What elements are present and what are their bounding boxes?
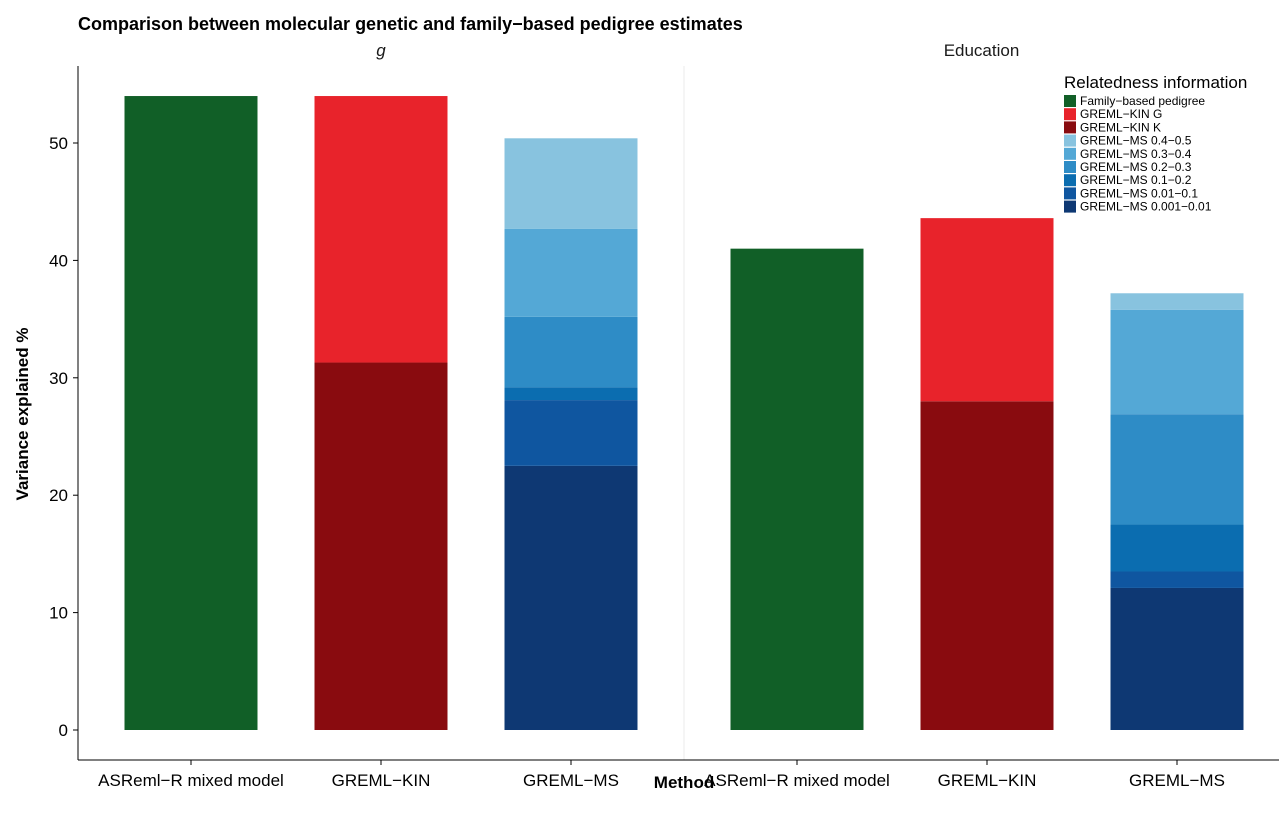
y-axis-label: Variance explained % (13, 328, 32, 501)
bar-segment-education-greml-ms-greml-ms-0-001-0-01 (1110, 587, 1244, 730)
y-tick-label: 50 (49, 134, 68, 153)
legend-label-greml-kin-k: GREML−KIN K (1080, 120, 1161, 134)
x-tick-label: GREML−MS (523, 771, 619, 790)
bar-segment-education-greml-ms-greml-ms-0-2-0-3 (1110, 414, 1244, 525)
chart-title: Comparison between molecular genetic and… (78, 14, 743, 34)
bar-segment-education-greml-kin-greml-kin-k (920, 401, 1054, 730)
legend: Relatedness information Family−based pedi… (1064, 73, 1247, 214)
bar-segment-g-greml-ms-greml-ms-0-1-0-2 (504, 387, 638, 401)
x-tick-label: ASReml−R mixed model (98, 771, 284, 790)
legend-swatch-greml-kin-k (1064, 121, 1076, 134)
legend-label-greml-ms-0-1-0-2: GREML−MS 0.1−0.2 (1080, 173, 1192, 187)
bar-segment-g-greml-ms-greml-ms-0-4-0-5 (504, 138, 638, 229)
legend-swatch-greml-ms-0-1-0-2 (1064, 174, 1076, 187)
bar-segment-education-greml-ms-greml-ms-0-1-0-2 (1110, 524, 1244, 572)
bar-segment-education-greml-ms-greml-ms-0-01-0-1 (1110, 571, 1244, 588)
x-tick-label: GREML−KIN (332, 771, 431, 790)
legend-label-family-based-pedigree: Family−based pedigree (1080, 94, 1205, 108)
x-tick-label: ASReml−R mixed model (704, 771, 890, 790)
bar-segment-g-asreml-r-mixed-model-family-based-pedigree (124, 96, 258, 731)
bar-segment-education-greml-ms-greml-ms-0-3-0-4 (1110, 309, 1244, 415)
bar-segment-education-greml-ms-greml-ms-0-4-0-5 (1110, 293, 1244, 310)
legend-swatch-greml-kin-g (1064, 108, 1076, 121)
legend-label-greml-kin-g: GREML−KIN G (1080, 107, 1162, 121)
legend-swatch-greml-ms-0-4-0-5 (1064, 134, 1076, 147)
legend-label-greml-ms-0-3-0-4: GREML−MS 0.3−0.4 (1080, 147, 1192, 161)
y-tick-label: 30 (49, 369, 68, 388)
legend-label-greml-ms-0-001-0-01: GREML−MS 0.001−0.01 (1080, 200, 1212, 214)
legend-label-greml-ms-0-01-0-1: GREML−MS 0.01−0.1 (1080, 186, 1198, 200)
legend-swatch-greml-ms-0-3-0-4 (1064, 147, 1076, 160)
bar-segment-g-greml-ms-greml-ms-0-001-0-01 (504, 465, 638, 730)
y-tick-label: 0 (59, 721, 68, 740)
bar-segment-g-greml-kin-greml-kin-k (314, 362, 448, 730)
bar-segment-g-greml-ms-greml-ms-0-01-0-1 (504, 400, 638, 466)
legend-swatch-family-based-pedigree (1064, 95, 1076, 107)
bar-segment-g-greml-ms-greml-ms-0-3-0-4 (504, 228, 638, 317)
bar-segment-g-greml-kin-greml-kin-g (314, 96, 448, 363)
legend-label-greml-ms-0-2-0-3: GREML−MS 0.2−0.3 (1080, 160, 1192, 174)
x-tick-label: GREML−MS (1129, 771, 1225, 790)
legend-swatch-greml-ms-0-01-0-1 (1064, 187, 1076, 200)
x-tick-label: GREML−KIN (938, 771, 1037, 790)
legend-label-greml-ms-0-4-0-5: GREML−MS 0.4−0.5 (1080, 134, 1192, 148)
bar-segment-education-greml-kin-greml-kin-g (920, 218, 1054, 402)
panel-label-g: g (376, 41, 386, 60)
y-tick-label: 20 (49, 486, 68, 505)
bar-segment-g-greml-ms-greml-ms-0-2-0-3 (504, 316, 638, 388)
bar-segment-education-asreml-r-mixed-model-family-based-pedigree (730, 248, 864, 730)
y-tick-label: 40 (49, 251, 68, 270)
plot-area: 0 10 20 30 40 50 g ASReml−R mixed model GREML−KI… (49, 41, 1279, 790)
x-axis-label: Method (654, 773, 714, 792)
panel-label-education: Education (944, 41, 1020, 60)
legend-swatch-greml-ms-0-2-0-3 (1064, 161, 1076, 173)
legend-title: Relatedness information (1064, 73, 1247, 92)
legend-swatch-greml-ms-0-001-0-01 (1064, 200, 1076, 213)
y-tick-label: 10 (49, 604, 68, 623)
